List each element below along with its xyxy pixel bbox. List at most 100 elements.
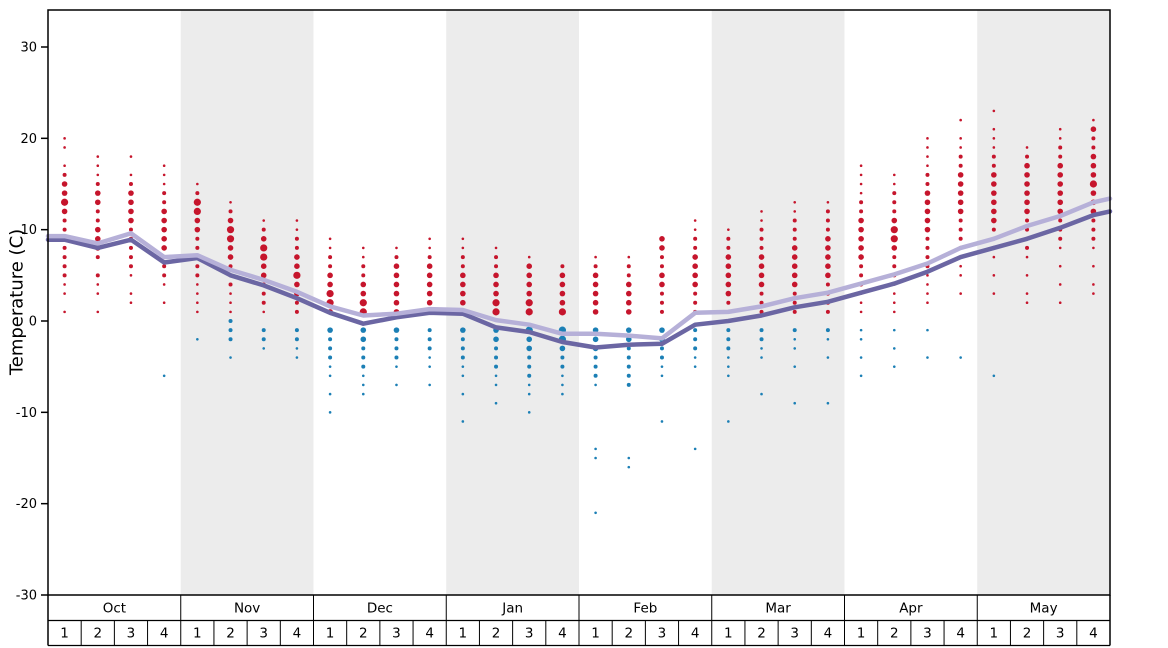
temp-dot-below-freezing bbox=[825, 328, 830, 333]
temp-dot-below-freezing bbox=[360, 336, 367, 343]
temp-dot-below-freezing bbox=[659, 327, 665, 333]
temp-dot-below-freezing bbox=[361, 364, 366, 369]
temp-dot-above-freezing bbox=[1090, 190, 1097, 196]
temp-dot-below-freezing bbox=[460, 327, 466, 333]
temp-dot-below-freezing bbox=[261, 337, 266, 342]
temp-dot-above-freezing bbox=[725, 254, 732, 260]
temp-dot-above-freezing bbox=[858, 226, 864, 233]
week-number-label: 1 bbox=[459, 626, 468, 642]
week-number-label: 2 bbox=[1023, 626, 1032, 642]
temp-dot-above-freezing bbox=[161, 226, 167, 233]
temp-dot-below-freezing bbox=[393, 327, 400, 333]
week-number-label: 2 bbox=[492, 626, 501, 642]
temp-dot-above-freezing bbox=[226, 226, 235, 234]
temp-dot-above-freezing bbox=[61, 190, 68, 196]
temp-dot-above-freezing bbox=[957, 208, 964, 215]
temp-dot-above-freezing bbox=[129, 292, 133, 295]
month-shading-band bbox=[180, 10, 314, 595]
temp-dot-above-freezing bbox=[1025, 218, 1030, 223]
temp-dot-above-freezing bbox=[525, 299, 533, 307]
temp-dot-below-freezing bbox=[726, 337, 731, 342]
temp-dot-above-freezing bbox=[592, 272, 599, 279]
temp-dot-below-freezing bbox=[494, 346, 499, 351]
temp-dot-above-freezing bbox=[393, 281, 400, 288]
temp-dot-below-freezing bbox=[759, 337, 764, 342]
temp-dot-above-freezing bbox=[360, 290, 367, 297]
month-shading-band bbox=[977, 10, 1110, 595]
temp-dot-above-freezing bbox=[825, 236, 831, 242]
temp-dot-below-freezing bbox=[693, 328, 698, 333]
temp-dot-below-freezing bbox=[626, 364, 631, 369]
temp-dot-below-freezing bbox=[594, 511, 597, 515]
temp-dot-above-freezing bbox=[726, 245, 731, 250]
temp-dot-above-freezing bbox=[162, 191, 167, 196]
temp-dot-above-freezing bbox=[96, 292, 100, 295]
temp-dot-above-freezing bbox=[426, 263, 433, 270]
temp-dot-above-freezing bbox=[494, 255, 499, 260]
temp-dot-above-freezing bbox=[295, 228, 299, 231]
temp-dot-above-freezing bbox=[195, 245, 200, 250]
temp-dot-above-freezing bbox=[426, 272, 433, 279]
temp-dot-above-freezing bbox=[394, 255, 399, 260]
week-number-label: 4 bbox=[691, 626, 700, 642]
temp-dot-above-freezing bbox=[361, 273, 366, 278]
temp-dot-above-freezing bbox=[162, 200, 167, 205]
temp-dot-above-freezing bbox=[460, 281, 466, 288]
temp-dot-above-freezing bbox=[62, 264, 67, 269]
temp-dot-above-freezing bbox=[1025, 255, 1029, 259]
temp-dot-below-freezing bbox=[295, 356, 299, 359]
temp-dot-below-freezing bbox=[592, 327, 599, 333]
temp-dot-above-freezing bbox=[96, 164, 100, 168]
temp-dot-below-freezing bbox=[892, 365, 896, 368]
week-number-label: 1 bbox=[724, 626, 733, 642]
week-number-label: 1 bbox=[326, 626, 335, 642]
temp-dot-above-freezing bbox=[659, 264, 664, 269]
temp-dot-above-freezing bbox=[693, 219, 697, 222]
week-number-label: 3 bbox=[259, 626, 268, 642]
temp-dot-below-freezing bbox=[361, 383, 365, 387]
temp-dot-above-freezing bbox=[959, 264, 962, 268]
temp-dot-above-freezing bbox=[991, 199, 997, 206]
temp-dot-above-freezing bbox=[759, 245, 764, 250]
temp-dot-above-freezing bbox=[461, 246, 465, 250]
week-number-label: 1 bbox=[193, 626, 202, 642]
temp-dot-above-freezing bbox=[293, 271, 301, 279]
temp-dot-above-freezing bbox=[1057, 181, 1064, 187]
temp-dot-above-freezing bbox=[428, 246, 431, 250]
temp-dot-above-freezing bbox=[525, 308, 533, 316]
temp-dot-above-freezing bbox=[626, 273, 631, 278]
temp-dot-above-freezing bbox=[393, 299, 400, 306]
temp-dot-above-freezing bbox=[825, 263, 831, 270]
temp-dot-above-freezing bbox=[294, 300, 299, 305]
temp-dot-above-freezing bbox=[494, 264, 499, 269]
temp-dot-above-freezing bbox=[725, 281, 732, 288]
temp-dot-above-freezing bbox=[492, 308, 500, 316]
temp-dot-above-freezing bbox=[791, 245, 798, 251]
temp-dot-above-freezing bbox=[957, 181, 964, 187]
temp-dot-above-freezing bbox=[1091, 236, 1096, 241]
month-label: Feb bbox=[633, 600, 657, 616]
temp-dot-above-freezing bbox=[958, 227, 963, 232]
week-number-label: 4 bbox=[956, 626, 965, 642]
temp-dot-above-freezing bbox=[858, 245, 864, 251]
temp-dot-above-freezing bbox=[858, 254, 864, 260]
temp-dot-below-freezing bbox=[461, 374, 465, 378]
temp-dot-above-freezing bbox=[94, 199, 101, 206]
temp-dot-above-freezing bbox=[161, 245, 167, 251]
temp-dot-above-freezing bbox=[792, 236, 797, 241]
temp-dot-below-freezing bbox=[427, 337, 432, 342]
temp-dot-above-freezing bbox=[792, 300, 797, 305]
temp-dot-above-freezing bbox=[426, 290, 433, 297]
temp-dot-below-freezing bbox=[826, 356, 830, 359]
temp-dot-above-freezing bbox=[427, 255, 432, 260]
temp-dot-above-freezing bbox=[791, 263, 798, 270]
temp-dot-above-freezing bbox=[959, 292, 962, 295]
temp-dot-above-freezing bbox=[925, 255, 930, 260]
temp-dot-below-freezing bbox=[228, 319, 233, 323]
month-label: Dec bbox=[367, 600, 393, 616]
temp-dot-below-freezing bbox=[726, 346, 731, 351]
temp-dot-above-freezing bbox=[260, 272, 267, 279]
temp-dot-above-freezing bbox=[1024, 208, 1030, 215]
temp-dot-above-freezing bbox=[859, 182, 863, 186]
month-shading-band bbox=[446, 10, 579, 595]
